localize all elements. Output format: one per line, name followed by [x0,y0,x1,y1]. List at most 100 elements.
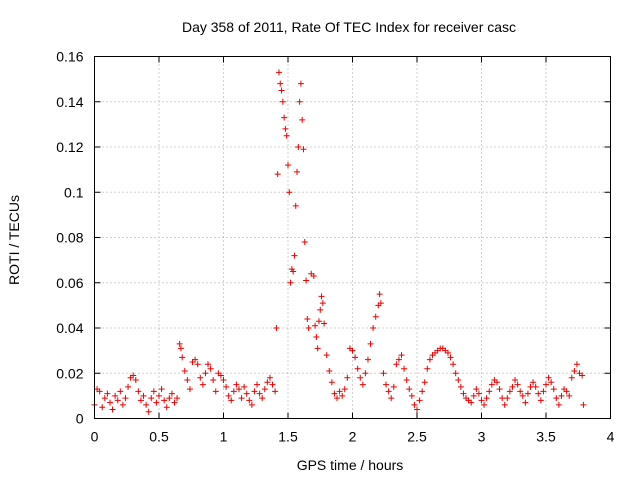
y-tick-label: 0.02 [56,365,83,381]
data-point [303,277,310,284]
x-tick-label: 3.5 [536,429,556,445]
data-point [537,397,544,404]
data-point [563,388,570,395]
data-point [447,354,454,361]
data-point [153,399,160,406]
data-point [297,80,304,87]
data-point [112,392,119,399]
data-point [401,365,408,372]
data-point [300,146,307,153]
data-point [199,381,206,388]
y-tick-label: 0.14 [56,94,83,110]
data-point [171,399,178,406]
data-point [161,397,168,404]
data-point [483,395,490,402]
data-point [452,370,459,377]
data-point [571,367,578,374]
data-point [457,383,464,390]
data-point [235,386,242,393]
data-point [496,386,503,393]
data-point [287,279,294,286]
axis-ticks [94,56,611,419]
data-point [177,345,184,352]
data-point [315,318,322,325]
x-tick-label: 3 [478,429,486,445]
chart-title: Day 358 of 2011, Rate Of TEC Index for r… [182,19,516,35]
data-point [282,125,289,132]
y-tick-label: 0.1 [64,184,84,200]
data-point [304,315,311,322]
data-point [501,401,508,408]
data-point [137,397,144,404]
data-point [174,395,181,402]
data-point [377,300,384,307]
data-point [254,381,261,388]
data-point [359,381,366,388]
data-point [499,395,506,402]
data-point [314,345,321,352]
data-point [163,404,170,411]
data-point [514,381,521,388]
x-tick-label: 1.5 [278,429,298,445]
data-point [122,395,129,402]
data-points [91,69,587,415]
y-axis-label: ROTI / TECUs [6,195,22,285]
data-point [414,406,420,413]
data-point [424,365,431,372]
data-point [558,392,565,399]
data-point [321,320,328,327]
data-point [181,367,188,374]
data-point [319,300,326,307]
data-point [411,401,418,408]
data-point [228,397,235,404]
data-point [225,392,232,399]
data-point [233,381,240,388]
data-point [310,272,317,279]
data-point [296,98,303,105]
data-point [352,354,359,361]
data-point [509,383,516,390]
data-point [217,372,224,379]
data-point [279,98,286,105]
data-point [540,388,547,395]
data-point [285,162,291,169]
data-point [197,374,204,381]
grid [94,56,611,419]
data-point [370,325,377,331]
data-point [354,365,361,372]
x-tick-label: 4 [607,429,615,445]
data-point [274,171,281,178]
x-tick-label: 0 [91,429,99,445]
data-point [313,334,320,341]
data-point [522,399,529,406]
data-point [130,372,137,379]
data-point [475,390,482,397]
data-point [470,392,477,399]
data-point [269,381,276,388]
data-point [468,399,475,406]
data-point [106,399,113,406]
y-tick-label: 0.04 [56,320,83,336]
data-point [331,390,338,397]
data-point [256,390,263,397]
data-point [408,392,415,399]
data-point [305,325,312,331]
data-point [488,381,495,388]
data-point [344,374,351,381]
data-point [283,132,290,139]
data-point [135,388,142,395]
data-point [357,374,364,381]
data-point [364,356,371,363]
data-point [395,356,402,363]
data-point [286,189,293,196]
data-point [299,116,306,123]
data-point [580,401,587,408]
data-point [398,352,405,359]
data-point [383,381,390,388]
data-point [318,293,325,300]
data-point [261,386,268,393]
data-point [548,379,555,386]
data-point [186,386,193,393]
data-point [317,306,324,313]
